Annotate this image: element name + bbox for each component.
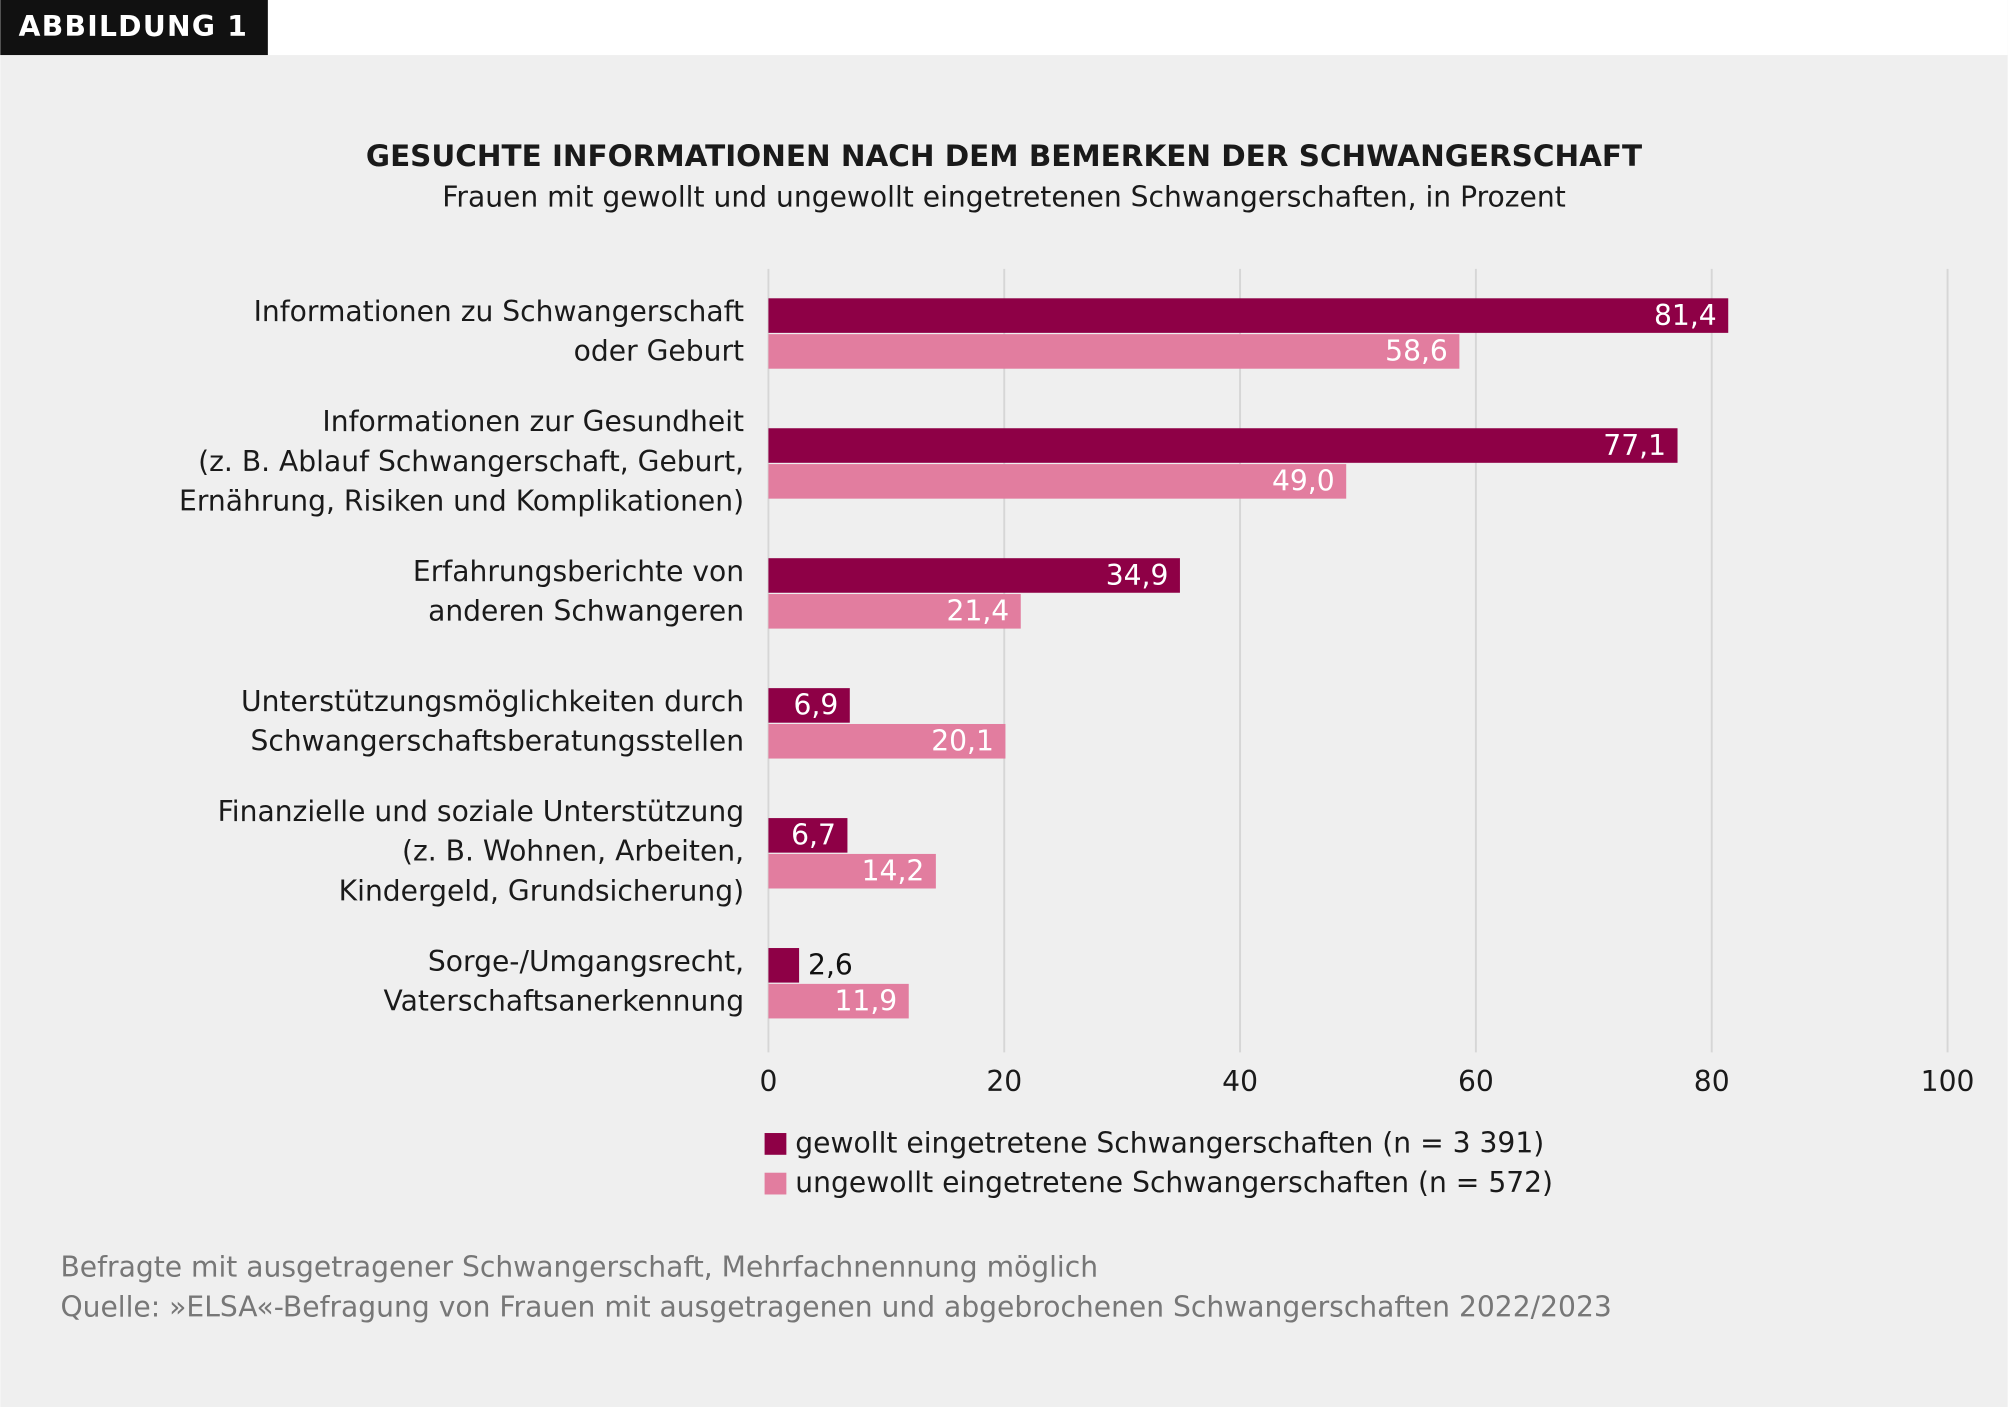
x-tick-label: 60	[1458, 1065, 1494, 1098]
value-label: 21,4	[947, 595, 1010, 628]
x-tick-label: 0	[759, 1065, 777, 1098]
value-label: 34,9	[1106, 559, 1169, 592]
category-label: Vaterschaftsanerkennung	[384, 984, 745, 1017]
category-label: Informationen zur Gesundheit	[322, 405, 744, 438]
badge-box	[0, 0, 268, 56]
plot: 0 20 40 60 80 100 Informationen zu Schwangersc…	[179, 268, 1975, 1199]
bar	[768, 594, 1021, 629]
bar	[768, 558, 1180, 593]
x-tick-label: 20	[986, 1065, 1022, 1098]
category-label: Sorge-/Umgangsrecht,	[428, 945, 744, 978]
x-tick-label: 100	[1921, 1065, 1975, 1098]
value-label: 6,7	[791, 819, 836, 852]
header-band	[0, 0, 2008, 56]
x-tick-label: 40	[1222, 1065, 1258, 1098]
legend-swatch	[764, 1133, 787, 1155]
note: Befragte mit ausgetragener Schwangerscha…	[60, 1251, 1098, 1284]
bar	[768, 334, 1460, 369]
bar	[768, 298, 1729, 333]
value-label: 49,0	[1272, 465, 1335, 498]
chart-subtitle: Frauen mit gewollt und ungewollt eingetr…	[442, 180, 1566, 213]
bar	[768, 464, 1347, 499]
value-label: 77,1	[1603, 429, 1666, 462]
category-label: Erfahrungsberichte von	[413, 555, 744, 588]
bar	[768, 428, 1678, 463]
bar	[768, 853, 936, 889]
legend-swatch	[764, 1172, 787, 1195]
category-label: (z. B. Wohnen, Arbeiten,	[402, 835, 744, 868]
category-label: Finanzielle und soziale Unterstützung	[218, 795, 744, 828]
bar	[768, 688, 850, 723]
bar	[768, 818, 848, 853]
category-label: anderen Schwangeren	[428, 595, 744, 628]
note: Quelle: »ELSA«-Befragung von Frauen mit …	[60, 1290, 1611, 1323]
legend-label: ungewollt eingetretene Schwangerschaften…	[795, 1166, 1553, 1199]
chart-title: GESUCHTE INFORMATIONEN NACH DEM BEMERKEN…	[366, 139, 1642, 173]
value-label: 81,4	[1654, 299, 1717, 332]
bar	[768, 948, 800, 983]
value-label: 2,6	[808, 949, 853, 982]
value-label: 20,1	[931, 725, 994, 758]
x-tick-label: 80	[1694, 1065, 1730, 1098]
category-label: Kindergeld, Grundsicherung)	[339, 874, 744, 907]
badge: ABBILDUNG 1	[19, 10, 249, 43]
legend-label: gewollt eingetretene Schwangerschaften (…	[795, 1127, 1544, 1160]
value-label: 6,9	[793, 689, 838, 722]
value-label: 58,6	[1385, 335, 1448, 368]
value-label: 11,9	[835, 984, 898, 1017]
category-label: (z. B. Ablauf Schwangerschaft, Geburt,	[198, 445, 744, 478]
value-label: 14,2	[862, 854, 925, 887]
bar	[768, 723, 1006, 759]
category-label: Ernährung, Risiken und Komplikationen)	[179, 484, 744, 517]
bar	[768, 983, 909, 1019]
category-label: Schwangerschaftsberatungsstellen	[250, 725, 744, 758]
category-label: Informationen zu Schwangerschaft	[254, 295, 744, 328]
category-label: oder Geburt	[574, 335, 744, 368]
category-label: Unterstützungsmöglichkeiten durch	[241, 685, 744, 718]
